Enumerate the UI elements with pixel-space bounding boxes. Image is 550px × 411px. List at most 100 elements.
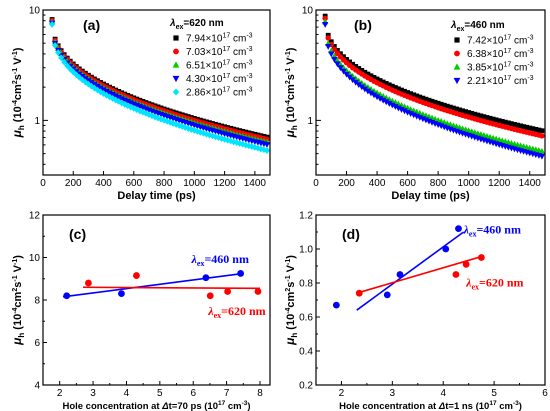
data-point xyxy=(426,97,432,103)
y-tick-label: 4 xyxy=(34,381,40,392)
data-point xyxy=(455,225,462,233)
data-point xyxy=(151,113,158,121)
series-annotation: λex=620 nm xyxy=(465,275,523,291)
data-point xyxy=(358,84,365,91)
data-point xyxy=(469,110,475,116)
y-tick-label: 10 xyxy=(29,253,41,264)
data-point xyxy=(263,142,271,148)
plot-frame xyxy=(42,9,271,176)
x-axis-label: Hole concentration at Δt=1 ns (1017 cm-3… xyxy=(339,400,522,411)
x-tick-label: 1400 xyxy=(244,178,267,189)
y-tick-label: 1.0 xyxy=(299,245,313,256)
panel-label: (d) xyxy=(342,226,360,242)
x-tick-label: 5 xyxy=(157,388,163,399)
legend-marker xyxy=(454,37,460,43)
data-point xyxy=(402,88,407,94)
data-point xyxy=(487,115,493,121)
data-point xyxy=(521,124,527,129)
data-point xyxy=(338,51,343,57)
data-point xyxy=(539,133,545,139)
data-point xyxy=(64,62,71,70)
data-point xyxy=(371,75,377,80)
x-tick-label: 1200 xyxy=(488,178,511,189)
legend-entry: 2.86×1017 cm-3 xyxy=(186,87,253,99)
data-point xyxy=(176,122,183,129)
x-tick-label: 6 xyxy=(190,388,196,399)
data-point xyxy=(414,93,420,99)
legend-marker xyxy=(172,61,180,68)
data-point xyxy=(462,260,470,268)
fit-line xyxy=(356,231,465,311)
data-point xyxy=(341,54,346,60)
legend-entry: 4.30×1017 cm-3 xyxy=(186,73,253,85)
panel-1: 0 200 400 600 800 1000 1200 1400 1 10 (b) λex=460 n… xyxy=(283,6,546,202)
data-point xyxy=(334,61,341,68)
x-tick-label: 800 xyxy=(156,178,173,189)
data-point xyxy=(417,94,423,100)
legend-entry: 6.51×1017 cm-3 xyxy=(186,60,253,72)
x-axis-label: Delay time (ps) xyxy=(117,190,196,202)
data-point xyxy=(496,118,502,124)
x-tick-label: 1000 xyxy=(458,178,481,189)
data-point xyxy=(124,102,131,110)
series-0 xyxy=(332,225,465,311)
data-point xyxy=(490,116,496,122)
data-point xyxy=(509,121,514,127)
y-axis-label: μh (10-4cm2s-1 V-1) xyxy=(10,255,26,346)
legend-marker xyxy=(172,88,180,96)
data-point xyxy=(230,138,237,146)
data-point xyxy=(463,109,469,115)
data-point xyxy=(530,126,536,132)
data-point xyxy=(61,58,68,66)
x-tick-label: 1200 xyxy=(213,178,236,189)
data-point xyxy=(334,50,341,57)
y-axis-label: μh (10-4cm2s-1 V-1) xyxy=(283,255,299,346)
data-point xyxy=(454,106,459,112)
data-point xyxy=(328,39,334,45)
y-tick-label: 0.4 xyxy=(299,347,313,358)
y-tick-label: 1 xyxy=(307,116,313,127)
x-tick-label: 7 xyxy=(224,388,230,399)
data-point xyxy=(331,44,337,49)
data-point xyxy=(251,144,258,151)
series-annotation: λex=620 nm xyxy=(207,304,265,320)
data-point xyxy=(242,141,249,149)
data-point xyxy=(103,91,110,99)
data-point xyxy=(85,80,92,88)
data-point xyxy=(121,100,128,108)
data-point xyxy=(518,123,523,129)
series-0 xyxy=(62,270,245,300)
data-point xyxy=(325,44,332,50)
data-point xyxy=(505,120,511,126)
panel-label: (a) xyxy=(83,17,100,33)
data-point xyxy=(82,78,89,86)
data-point xyxy=(515,122,520,128)
series-1 xyxy=(322,15,545,139)
data-point xyxy=(260,146,267,154)
data-point xyxy=(451,105,456,111)
data-point xyxy=(380,79,386,85)
data-point xyxy=(331,56,338,63)
data-point xyxy=(361,86,369,93)
data-point xyxy=(359,68,365,73)
data-point xyxy=(133,272,140,279)
data-point xyxy=(420,95,426,101)
series-1 xyxy=(355,254,485,297)
x-tick-label: 400 xyxy=(369,178,386,189)
panel-3: 2 3 4 5 6 0.2 0.4 0.6 0.8 1.0 1.2 (d) λex=460 nm λex=… xyxy=(283,211,548,411)
data-point xyxy=(536,127,542,133)
legend: λex=620 nm 7.94×1017 cm-37.03×1017 cm-3 6.… xyxy=(169,18,253,99)
data-point xyxy=(377,78,383,83)
panel-label: (b) xyxy=(354,17,372,33)
legend-marker xyxy=(453,63,461,70)
data-point xyxy=(224,288,232,295)
data-point xyxy=(383,81,389,86)
data-point xyxy=(321,22,329,28)
data-point xyxy=(328,51,335,58)
data-point xyxy=(254,288,262,295)
series-4 xyxy=(49,21,270,154)
y-tick-label: 12 xyxy=(29,211,41,222)
x-tick-label: 2 xyxy=(339,388,345,399)
data-point xyxy=(355,82,362,89)
